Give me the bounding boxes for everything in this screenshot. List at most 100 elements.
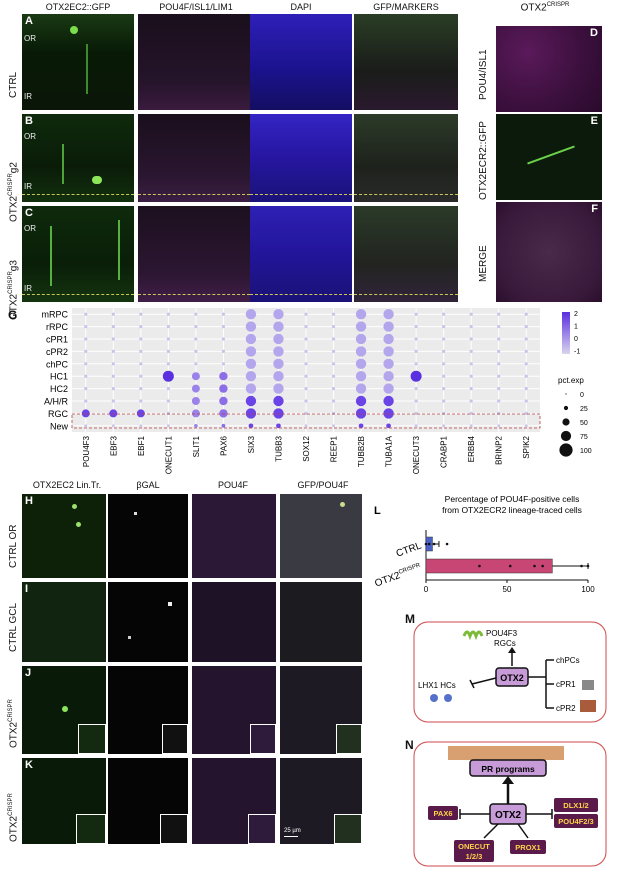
row-label-ctrl-gcl: CTRL GCL [8,602,19,652]
dot-mark [331,374,336,378]
m-inhibit-bar [469,679,475,689]
new-row-highlight [71,413,541,429]
panel-l-letter: L [374,505,381,517]
dot-gene-label: ONECUT1 [164,435,173,474]
dot-gene-label: REEP1 [330,435,339,462]
n-right-box-1 [554,798,598,812]
panel-n-frame [413,741,607,867]
dot-mark [111,399,115,403]
row-label-ctrl-or: CTRL OR [8,524,19,568]
dot-mark [524,349,528,353]
lower-header-bgal: βGAL [136,480,160,490]
dot-mark [245,395,257,407]
x-tick-label: 50 [503,585,512,594]
dot-mark [497,325,501,329]
row-label-crispr-k: OTX2CRISPR [8,793,20,842]
cell-process [86,44,88,94]
column-header-crispr: OTX2CRISPR [520,2,570,14]
lower-header-lintr: OTX2EC2 Lin.Tr. [32,480,102,490]
dot-mark [166,325,170,329]
panel-j-pou4f [192,666,276,754]
cell-blob [72,504,77,509]
colorbar-tick: 0 [574,336,578,343]
dot-mark [383,309,394,320]
dot-row-label: mRPC [42,310,69,320]
dot-mark [469,374,473,378]
ir-boundary [138,294,250,295]
dot-mark [442,399,446,403]
panel-n-letter: N [405,738,414,752]
dot-mark [84,387,88,391]
dot-mark [194,337,198,341]
dot-mark [524,399,528,403]
inset [248,814,276,844]
dot-mark [304,312,308,316]
m-target-1: cPR1 [556,680,576,689]
dot-mark [166,312,170,316]
dot-mark [469,411,473,415]
dot-gene-label: POU4F3 [82,435,91,467]
dot-mark [221,325,226,329]
panel-i-merge [280,582,362,662]
cell-process [62,144,64,184]
dot-mark [139,362,143,366]
dot-mark [355,358,367,369]
n-bottom-label-2: PROX1 [515,843,540,852]
dot-mark [111,387,115,391]
dot-mark [84,424,88,428]
n-top-label: PR programs [481,764,535,774]
panel-k-lintr: K [22,758,106,844]
dot-mark [414,424,418,428]
dot-mark [414,325,418,329]
dot-mark [442,312,446,316]
dot-mark [139,325,143,329]
dot-mark [139,312,143,316]
dot-mark [162,370,174,382]
x-tick-label: 100 [581,585,595,594]
panel-k-pou4f [192,758,276,844]
dot-mark [304,374,308,378]
dot-mark [166,399,170,403]
dot-mark [245,358,257,369]
data-point [508,564,512,568]
row-label-crispr-j: OTX2CRISPR [8,699,20,748]
n-inhibit-bl [483,823,499,839]
ir-boundary [354,194,458,195]
cell-blob [76,522,81,527]
panel-i-lintr: I [22,582,106,662]
dot-mark [191,409,200,418]
cell-blob [92,176,102,184]
m-arrow-head [508,647,516,653]
dot-mark [524,387,528,391]
dot-row-label: RGC [48,409,69,419]
dot-mark [383,408,394,419]
dot-mark [442,374,446,378]
panel-j-merge [280,666,362,754]
dot-mark [81,409,90,418]
cell-process [50,226,52,286]
size-legend-dot [562,418,570,426]
dot-mark [139,424,143,428]
panel-g-letter: G [8,308,18,322]
dot-mark [358,423,364,429]
data-point [586,564,590,568]
dot-mark [245,333,257,345]
dot-mark [111,337,115,341]
dot-mark [355,395,367,407]
dot-mark [383,333,394,345]
size-legend-dot [563,405,569,411]
dot-mark [194,362,198,366]
dot-mark [469,312,473,316]
column-header-dapi: DAPI [290,2,312,12]
dot-mark [221,423,226,428]
dot-mark [166,411,170,415]
dot-row-label: New [50,421,69,431]
dot-row-label: A/H/R [44,397,69,407]
dot-mark [84,349,88,353]
dot-mark [414,362,418,366]
panel-d: D [496,26,602,112]
dot-mark [383,321,394,332]
dot-mark [219,372,228,381]
side-label-merge: MERGE [478,245,489,282]
panel-j-bgal [108,666,188,754]
